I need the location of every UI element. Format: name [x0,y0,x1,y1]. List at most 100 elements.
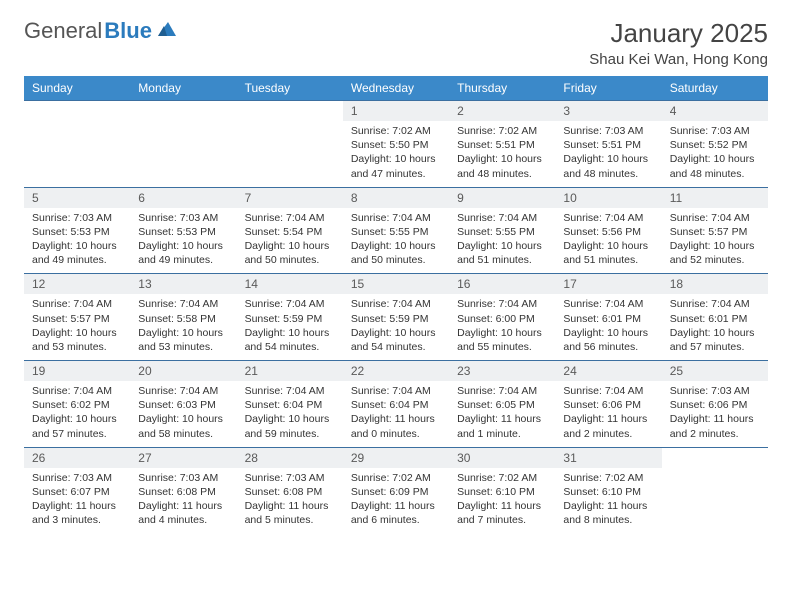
day-number: 2 [449,101,555,121]
header: GeneralBlue January 2025 Shau Kei Wan, H… [24,18,768,68]
calendar-day-cell: 23Sunrise: 7:04 AMSunset: 6:05 PMDayligh… [449,361,555,448]
logo-text-general: General [24,18,102,44]
day-details: Sunrise: 7:04 AMSunset: 6:04 PMDaylight:… [343,381,449,447]
calendar-day-cell: 12Sunrise: 7:04 AMSunset: 5:57 PMDayligh… [24,274,130,361]
calendar-week-row: 19Sunrise: 7:04 AMSunset: 6:02 PMDayligh… [24,361,768,448]
day-number: 11 [662,188,768,208]
calendar-day-cell: 13Sunrise: 7:04 AMSunset: 5:58 PMDayligh… [130,274,236,361]
location-label: Shau Kei Wan, Hong Kong [589,51,768,68]
day-details: Sunrise: 7:02 AMSunset: 6:10 PMDaylight:… [449,468,555,534]
day-number: 10 [555,188,661,208]
logo-text-blue: Blue [104,18,152,44]
day-details: Sunrise: 7:04 AMSunset: 5:56 PMDaylight:… [555,208,661,274]
day-details: Sunrise: 7:03 AMSunset: 6:06 PMDaylight:… [662,381,768,447]
day-number: 26 [24,448,130,468]
day-details: Sunrise: 7:03 AMSunset: 6:07 PMDaylight:… [24,468,130,534]
calendar-day-cell: 8Sunrise: 7:04 AMSunset: 5:55 PMDaylight… [343,187,449,274]
logo: GeneralBlue [24,18,178,44]
day-number: 19 [24,361,130,381]
calendar-week-row: 5Sunrise: 7:03 AMSunset: 5:53 PMDaylight… [24,187,768,274]
day-number: 1 [343,101,449,121]
title-block: January 2025 Shau Kei Wan, Hong Kong [589,18,768,68]
day-number: 18 [662,274,768,294]
day-details: Sunrise: 7:03 AMSunset: 5:53 PMDaylight:… [130,208,236,274]
day-number: 12 [24,274,130,294]
day-number: 22 [343,361,449,381]
day-details: Sunrise: 7:04 AMSunset: 6:02 PMDaylight:… [24,381,130,447]
calendar-day-cell: 21Sunrise: 7:04 AMSunset: 6:04 PMDayligh… [237,361,343,448]
calendar-table: SundayMondayTuesdayWednesdayThursdayFrid… [24,76,768,533]
day-details: Sunrise: 7:04 AMSunset: 6:01 PMDaylight:… [555,294,661,360]
calendar-day-cell [662,447,768,533]
weekday-header: Friday [555,76,661,101]
calendar-day-cell: 16Sunrise: 7:04 AMSunset: 6:00 PMDayligh… [449,274,555,361]
day-details: Sunrise: 7:04 AMSunset: 5:55 PMDaylight:… [343,208,449,274]
calendar-day-cell: 15Sunrise: 7:04 AMSunset: 5:59 PMDayligh… [343,274,449,361]
calendar-day-cell: 31Sunrise: 7:02 AMSunset: 6:10 PMDayligh… [555,447,661,533]
day-number: 7 [237,188,343,208]
day-number: 30 [449,448,555,468]
calendar-day-cell: 25Sunrise: 7:03 AMSunset: 6:06 PMDayligh… [662,361,768,448]
calendar-week-row: 26Sunrise: 7:03 AMSunset: 6:07 PMDayligh… [24,447,768,533]
day-details: Sunrise: 7:04 AMSunset: 6:05 PMDaylight:… [449,381,555,447]
day-details: Sunrise: 7:04 AMSunset: 5:57 PMDaylight:… [24,294,130,360]
day-number: 29 [343,448,449,468]
calendar-day-cell: 2Sunrise: 7:02 AMSunset: 5:51 PMDaylight… [449,101,555,188]
day-details: Sunrise: 7:03 AMSunset: 6:08 PMDaylight:… [237,468,343,534]
day-details: Sunrise: 7:04 AMSunset: 6:01 PMDaylight:… [662,294,768,360]
calendar-day-cell: 5Sunrise: 7:03 AMSunset: 5:53 PMDaylight… [24,187,130,274]
day-details: Sunrise: 7:03 AMSunset: 5:51 PMDaylight:… [555,121,661,187]
sail-icon [156,18,178,44]
day-number: 27 [130,448,236,468]
calendar-day-cell: 22Sunrise: 7:04 AMSunset: 6:04 PMDayligh… [343,361,449,448]
day-details: Sunrise: 7:02 AMSunset: 6:09 PMDaylight:… [343,468,449,534]
day-details: Sunrise: 7:04 AMSunset: 6:00 PMDaylight:… [449,294,555,360]
day-number: 31 [555,448,661,468]
calendar-day-cell: 19Sunrise: 7:04 AMSunset: 6:02 PMDayligh… [24,361,130,448]
day-details: Sunrise: 7:04 AMSunset: 5:58 PMDaylight:… [130,294,236,360]
month-title: January 2025 [589,18,768,49]
weekday-header: Saturday [662,76,768,101]
weekday-header: Wednesday [343,76,449,101]
day-details: Sunrise: 7:04 AMSunset: 5:54 PMDaylight:… [237,208,343,274]
day-details: Sunrise: 7:02 AMSunset: 5:51 PMDaylight:… [449,121,555,187]
calendar-day-cell: 14Sunrise: 7:04 AMSunset: 5:59 PMDayligh… [237,274,343,361]
day-number: 3 [555,101,661,121]
day-number: 20 [130,361,236,381]
calendar-body: 1Sunrise: 7:02 AMSunset: 5:50 PMDaylight… [24,101,768,534]
day-details: Sunrise: 7:04 AMSunset: 5:55 PMDaylight:… [449,208,555,274]
day-details: Sunrise: 7:04 AMSunset: 6:03 PMDaylight:… [130,381,236,447]
calendar-day-cell: 27Sunrise: 7:03 AMSunset: 6:08 PMDayligh… [130,447,236,533]
day-number: 16 [449,274,555,294]
calendar-day-cell [130,101,236,188]
calendar-day-cell: 3Sunrise: 7:03 AMSunset: 5:51 PMDaylight… [555,101,661,188]
calendar-day-cell: 6Sunrise: 7:03 AMSunset: 5:53 PMDaylight… [130,187,236,274]
calendar-day-cell [24,101,130,188]
calendar-day-cell: 29Sunrise: 7:02 AMSunset: 6:09 PMDayligh… [343,447,449,533]
calendar-day-cell: 10Sunrise: 7:04 AMSunset: 5:56 PMDayligh… [555,187,661,274]
calendar-day-cell: 26Sunrise: 7:03 AMSunset: 6:07 PMDayligh… [24,447,130,533]
calendar-day-cell [237,101,343,188]
weekday-header-row: SundayMondayTuesdayWednesdayThursdayFrid… [24,76,768,101]
weekday-header: Monday [130,76,236,101]
calendar-week-row: 1Sunrise: 7:02 AMSunset: 5:50 PMDaylight… [24,101,768,188]
day-details: Sunrise: 7:04 AMSunset: 5:59 PMDaylight:… [237,294,343,360]
day-number: 28 [237,448,343,468]
day-details: Sunrise: 7:04 AMSunset: 6:06 PMDaylight:… [555,381,661,447]
day-number: 5 [24,188,130,208]
day-number: 8 [343,188,449,208]
weekday-header: Thursday [449,76,555,101]
day-number: 9 [449,188,555,208]
day-details: Sunrise: 7:02 AMSunset: 6:10 PMDaylight:… [555,468,661,534]
day-number: 15 [343,274,449,294]
day-details: Sunrise: 7:03 AMSunset: 6:08 PMDaylight:… [130,468,236,534]
day-details: Sunrise: 7:02 AMSunset: 5:50 PMDaylight:… [343,121,449,187]
day-details: Sunrise: 7:04 AMSunset: 5:57 PMDaylight:… [662,208,768,274]
day-number: 17 [555,274,661,294]
weekday-header: Tuesday [237,76,343,101]
day-details: Sunrise: 7:04 AMSunset: 6:04 PMDaylight:… [237,381,343,447]
weekday-header: Sunday [24,76,130,101]
calendar-day-cell: 1Sunrise: 7:02 AMSunset: 5:50 PMDaylight… [343,101,449,188]
day-number: 13 [130,274,236,294]
day-number: 23 [449,361,555,381]
